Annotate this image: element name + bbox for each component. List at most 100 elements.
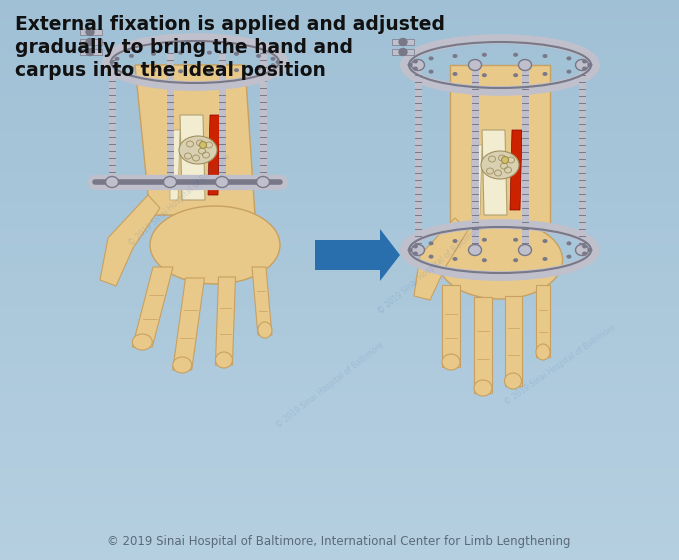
Polygon shape	[472, 145, 482, 215]
Bar	[392, 39, 414, 45]
Ellipse shape	[513, 258, 518, 262]
Bar	[0, 405, 679, 413]
Bar	[0, 13, 679, 21]
Bar	[0, 90, 679, 98]
Ellipse shape	[428, 255, 434, 259]
Polygon shape	[135, 65, 255, 215]
Polygon shape	[132, 267, 173, 347]
Bar	[0, 419, 679, 427]
Ellipse shape	[256, 66, 261, 70]
Ellipse shape	[582, 245, 587, 249]
Ellipse shape	[469, 59, 481, 71]
Ellipse shape	[502, 156, 509, 164]
Ellipse shape	[474, 380, 492, 396]
Bar	[80, 29, 102, 35]
Ellipse shape	[411, 245, 424, 255]
Bar	[0, 237, 679, 245]
Bar	[0, 503, 679, 511]
Ellipse shape	[481, 151, 519, 179]
Bar	[0, 118, 679, 126]
Ellipse shape	[566, 255, 572, 259]
Bar	[0, 97, 679, 105]
Bar	[0, 132, 679, 140]
Bar	[0, 524, 679, 532]
Bar	[0, 545, 679, 553]
Bar	[0, 307, 679, 315]
Bar	[0, 328, 679, 336]
Ellipse shape	[536, 344, 550, 360]
Bar	[0, 34, 679, 42]
Ellipse shape	[86, 39, 94, 45]
Bar	[0, 321, 679, 329]
Polygon shape	[536, 285, 550, 357]
Bar	[0, 293, 679, 301]
Bar	[0, 230, 679, 238]
Ellipse shape	[513, 238, 518, 242]
Text: External fixation is applied and adjusted
gradually to bring the hand and
carpus: External fixation is applied and adjuste…	[15, 15, 445, 80]
Ellipse shape	[513, 53, 518, 57]
Bar	[0, 146, 679, 154]
Polygon shape	[252, 267, 272, 335]
Ellipse shape	[513, 73, 518, 77]
Ellipse shape	[179, 136, 217, 164]
Ellipse shape	[482, 53, 487, 57]
Bar	[0, 279, 679, 287]
Ellipse shape	[428, 57, 434, 60]
Bar	[0, 160, 679, 168]
Text: © 2019 Sinai Hospital of Baltimore: © 2019 Sinai Hospital of Baltimore	[274, 340, 386, 430]
Bar	[0, 104, 679, 112]
Ellipse shape	[566, 241, 572, 245]
Polygon shape	[504, 296, 521, 386]
FancyArrow shape	[315, 229, 400, 281]
Bar	[0, 153, 679, 161]
Bar	[0, 377, 679, 385]
Polygon shape	[510, 130, 522, 210]
Bar	[0, 20, 679, 28]
Ellipse shape	[407, 63, 413, 67]
Ellipse shape	[566, 57, 572, 60]
Bar	[0, 517, 679, 525]
Ellipse shape	[86, 49, 94, 55]
Ellipse shape	[428, 241, 434, 245]
Ellipse shape	[129, 54, 134, 58]
Bar	[0, 433, 679, 441]
Bar	[0, 209, 679, 217]
Ellipse shape	[582, 67, 587, 71]
Polygon shape	[474, 297, 492, 393]
Bar	[0, 461, 679, 469]
Bar	[0, 27, 679, 35]
Bar	[0, 552, 679, 560]
Ellipse shape	[129, 66, 134, 70]
Ellipse shape	[437, 221, 562, 299]
Ellipse shape	[482, 258, 487, 262]
Ellipse shape	[582, 59, 587, 63]
Ellipse shape	[413, 251, 418, 255]
Ellipse shape	[413, 59, 418, 63]
Ellipse shape	[164, 176, 177, 188]
Text: © 2019 Sinai Hospital of Baltimore, International Center for Limb Lengthening: © 2019 Sinai Hospital of Baltimore, Inte…	[107, 535, 571, 548]
Ellipse shape	[258, 322, 272, 338]
Ellipse shape	[178, 51, 183, 55]
Ellipse shape	[543, 257, 547, 261]
Bar	[0, 468, 679, 476]
Ellipse shape	[543, 239, 547, 243]
Ellipse shape	[276, 60, 280, 64]
Ellipse shape	[442, 354, 460, 370]
Polygon shape	[172, 278, 204, 370]
Bar	[0, 41, 679, 49]
Polygon shape	[100, 195, 160, 286]
Bar	[0, 195, 679, 203]
Ellipse shape	[207, 69, 212, 73]
Bar	[0, 342, 679, 350]
Ellipse shape	[200, 142, 206, 148]
Bar	[0, 111, 679, 119]
Polygon shape	[482, 130, 507, 215]
Bar	[0, 384, 679, 392]
Bar	[0, 265, 679, 273]
Ellipse shape	[234, 68, 239, 72]
Bar	[0, 76, 679, 84]
Ellipse shape	[469, 245, 481, 255]
Text: © 2019 Sinai Hospital of Baltimore: © 2019 Sinai Hospital of Baltimore	[127, 152, 233, 248]
Ellipse shape	[86, 29, 94, 35]
Ellipse shape	[256, 54, 261, 58]
